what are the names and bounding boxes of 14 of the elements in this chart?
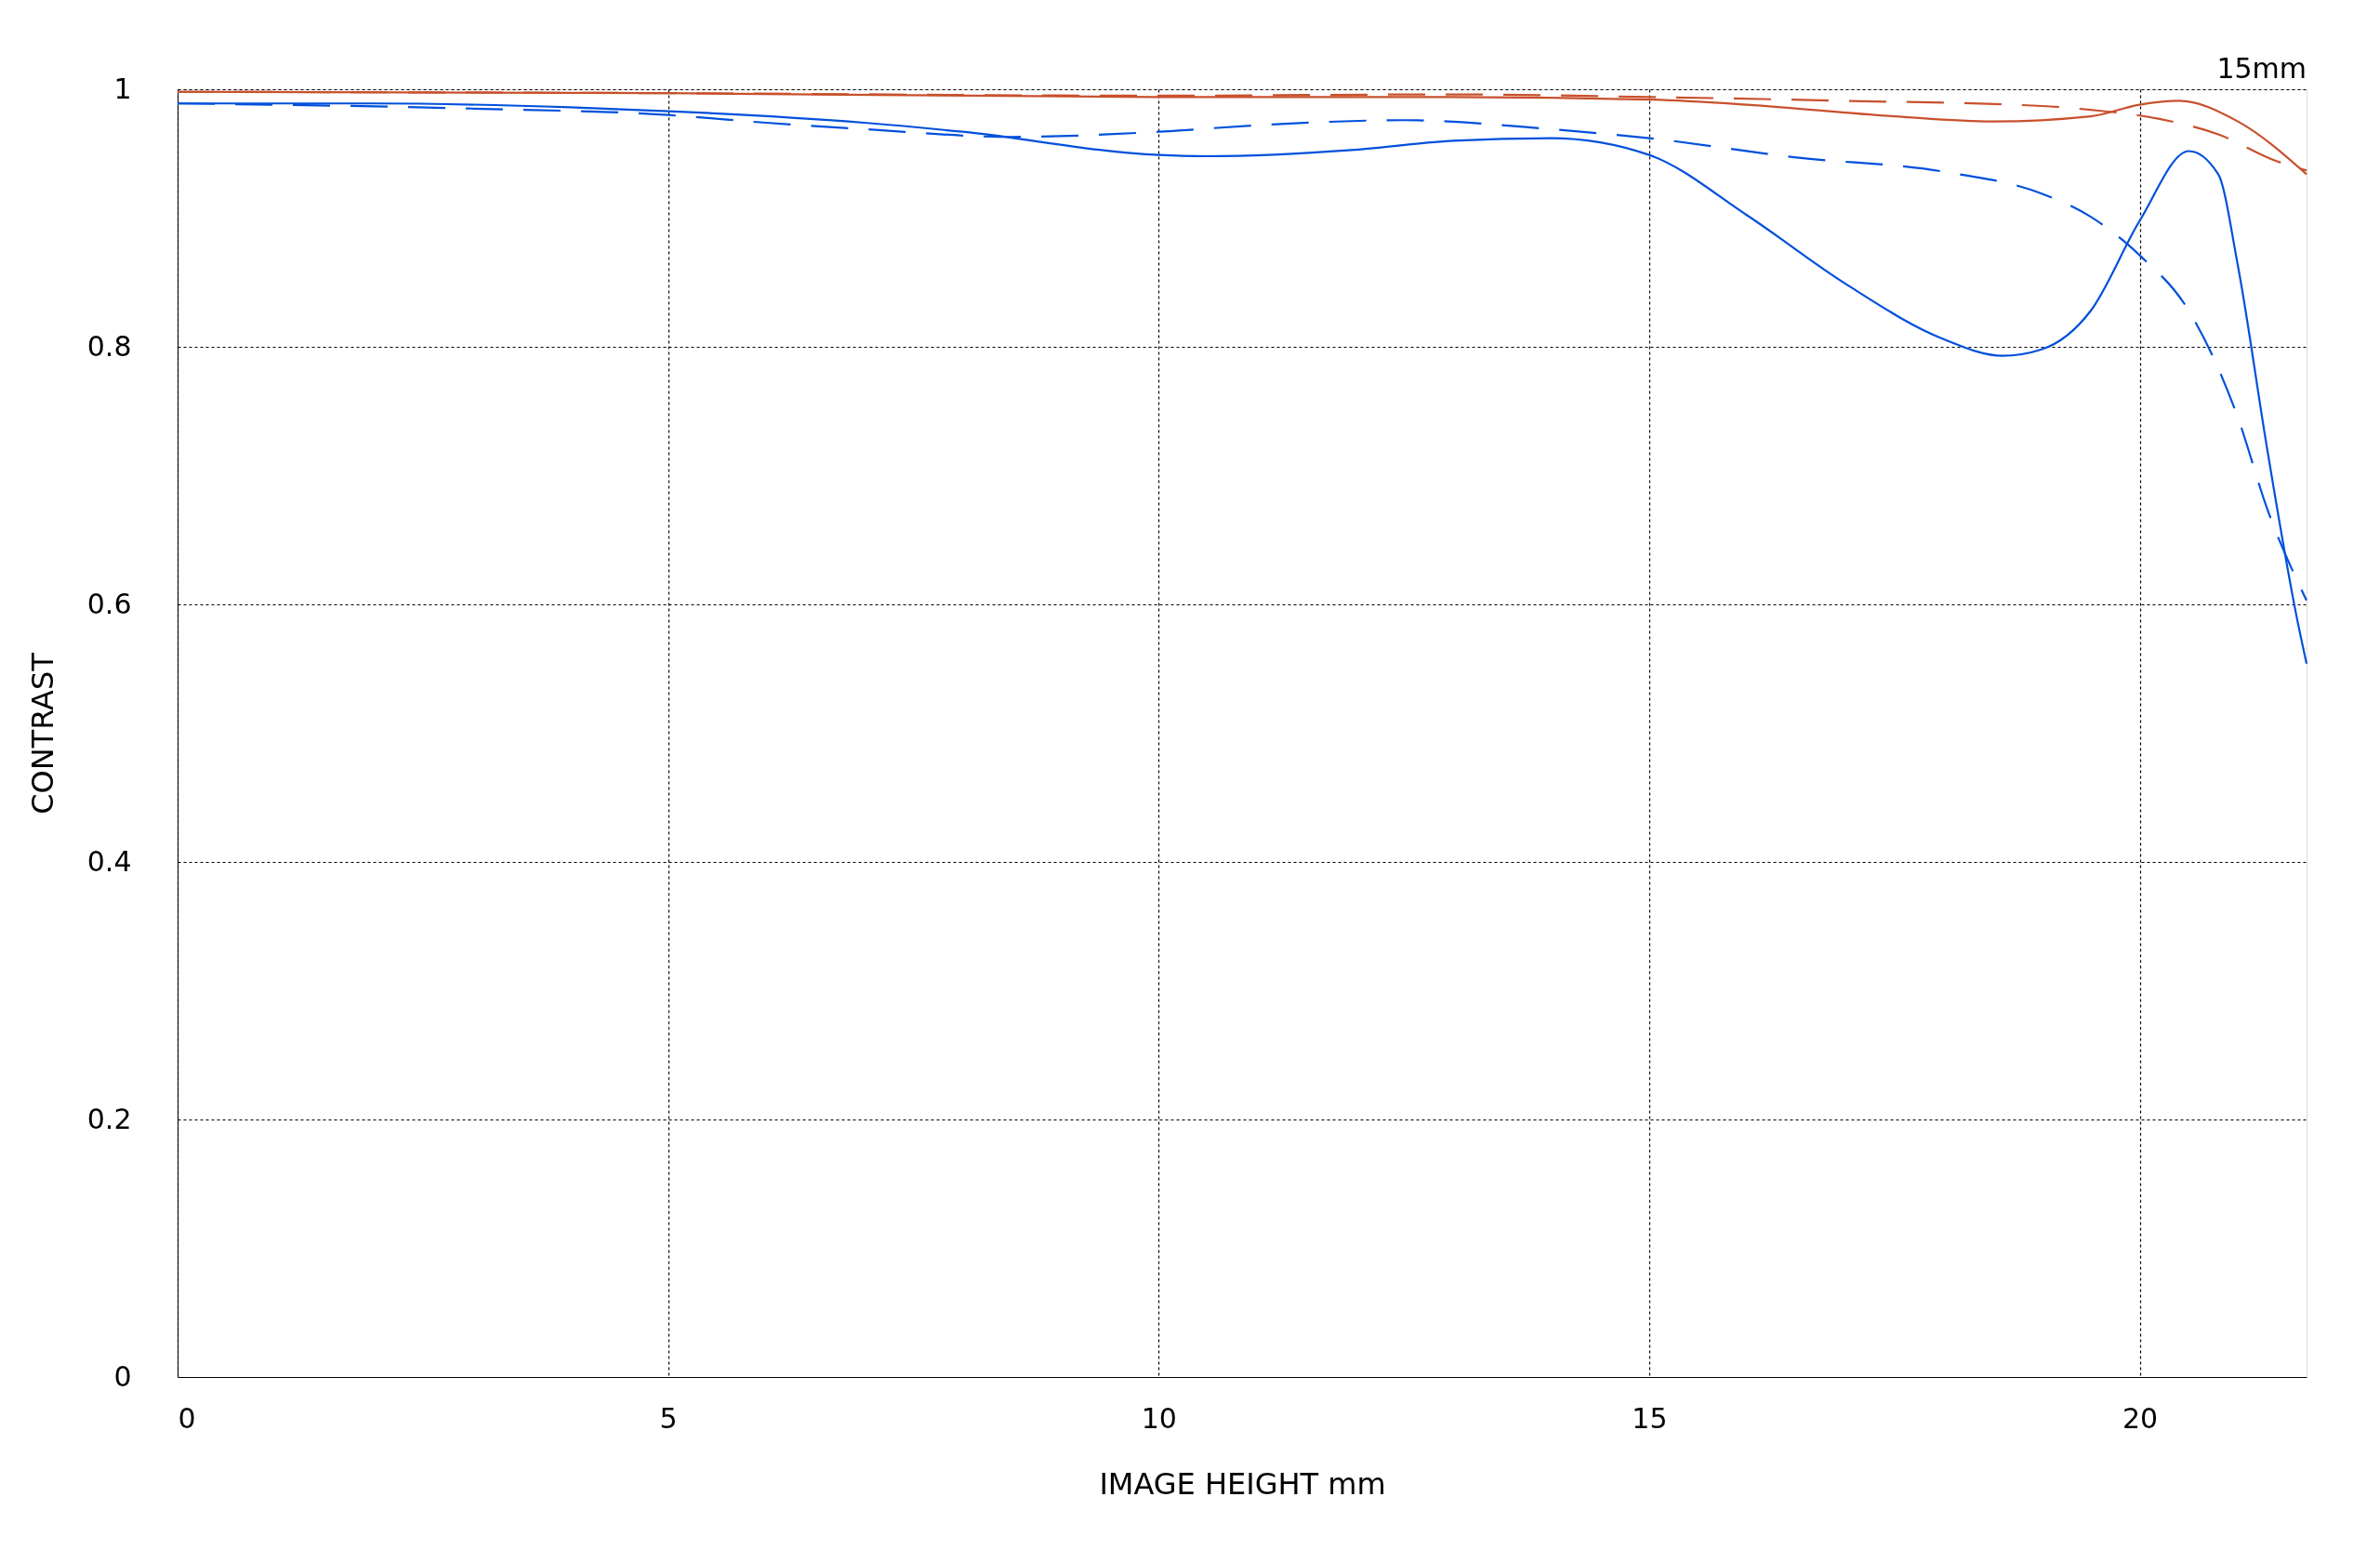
- y-tick-label: 0.2: [86, 1102, 132, 1135]
- x-tick-label: 0: [178, 1401, 196, 1435]
- y-tick-label: 0: [113, 1359, 132, 1393]
- y-axis-title: CONTRAST: [24, 652, 60, 815]
- chart-title: 15mm: [2216, 52, 2307, 85]
- y-tick-label: 1: [113, 72, 132, 105]
- x-tick-label: 20: [2122, 1401, 2159, 1435]
- y-tick-label: 0.4: [86, 844, 132, 878]
- x-axis-title: IMAGE HEIGHT mm: [1099, 1465, 1386, 1502]
- y-tick-label: 0.8: [86, 329, 132, 363]
- x-tick-label: 5: [659, 1401, 678, 1435]
- x-tick-label: 15: [1632, 1401, 1668, 1435]
- y-tick-label: 0.6: [86, 587, 132, 620]
- x-tick-label: 10: [1141, 1401, 1177, 1435]
